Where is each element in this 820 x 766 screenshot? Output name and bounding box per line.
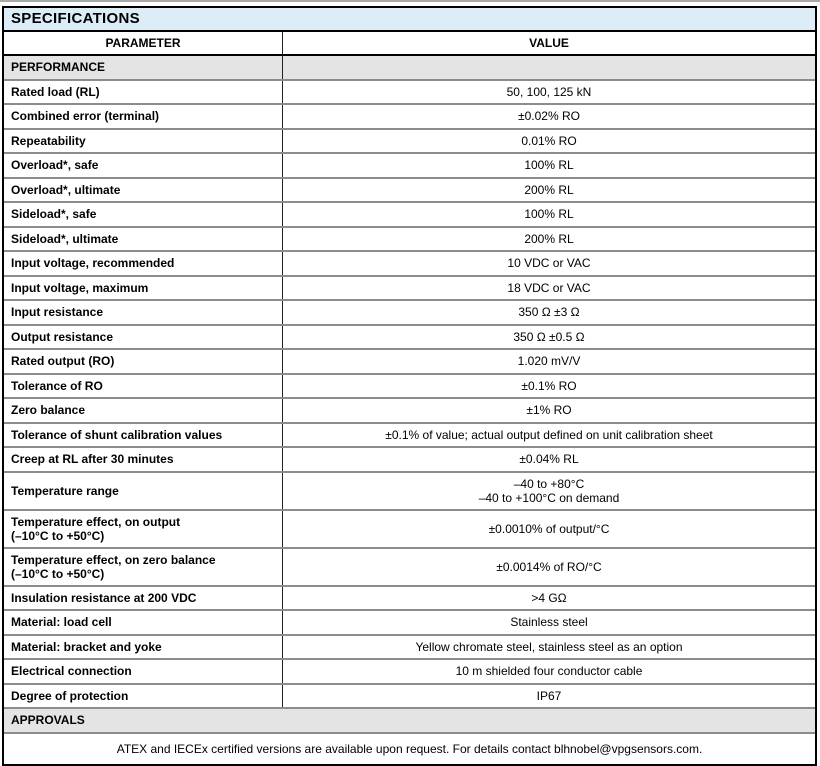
table-title-row: SPECIFICATIONS <box>4 8 815 32</box>
column-header-parameter: PARAMETER <box>105 36 181 50</box>
value-cell: –40 to +80°C –40 to +100°C on demand <box>282 472 815 509</box>
section-row-approvals: APPROVALS <box>4 709 815 734</box>
value-cell: 10 m shielded four conductor cable <box>282 660 815 683</box>
value-cell: >4 GΩ <box>282 586 815 609</box>
table-row: Creep at RL after 30 minutes ±0.04% RL <box>4 448 815 473</box>
param-cell: Combined error (terminal) <box>11 109 160 124</box>
table-title: SPECIFICATIONS <box>4 8 815 30</box>
table-row: Material: load cell Stainless steel <box>4 611 815 636</box>
table-row: Zero balance ±1% RO <box>4 399 815 424</box>
table-row: Input voltage, recommended 10 VDC or VAC <box>4 252 815 277</box>
param-cell: Repeatability <box>11 133 86 148</box>
param-cell: Input resistance <box>11 305 104 320</box>
table-row: Rated output (RO) 1.020 mV/V <box>4 350 815 375</box>
param-cell: Temperature effect, on output (–10°C to … <box>11 514 181 543</box>
approvals-note-text: ATEX and IECEx certified versions are av… <box>116 741 703 756</box>
param-cell: Insulation resistance at 200 VDC <box>11 590 197 605</box>
param-cell: Degree of protection <box>11 688 129 703</box>
param-cell: Tolerance of shunt calibration values <box>11 427 223 442</box>
table-row: Temperature effect, on zero balance (–10… <box>4 548 815 587</box>
section-label: APPROVALS <box>11 713 85 728</box>
value-cell: 50, 100, 125 kN <box>282 80 815 103</box>
column-header-row: PARAMETER VALUE <box>4 32 815 56</box>
value-cell: ±0.1% of value; actual output defined on… <box>282 423 815 446</box>
table-row: Repeatability 0.01% RO <box>4 129 815 154</box>
param-cell: Material: load cell <box>11 615 112 630</box>
table-row: Sideload*, safe 100% RL <box>4 203 815 228</box>
table-row: Material: bracket and yoke Yellow chroma… <box>4 635 815 660</box>
section-spacer-cell <box>282 56 815 79</box>
value-cell: 350 Ω ±0.5 Ω <box>282 325 815 348</box>
value-cell: ±0.04% RL <box>282 448 815 471</box>
table-row: Sideload*, ultimate 200% RL <box>4 227 815 252</box>
param-cell: Creep at RL after 30 minutes <box>11 452 174 467</box>
param-cell: Output resistance <box>11 329 114 344</box>
table-row: Rated load (RL) 50, 100, 125 kN <box>4 80 815 105</box>
value-cell: 0.01% RO <box>282 129 815 152</box>
param-cell: Overload*, ultimate <box>11 182 121 197</box>
specifications-table: SPECIFICATIONS PARAMETER VALUE PERFORMAN… <box>2 6 817 766</box>
value-cell: 200% RL <box>282 227 815 250</box>
table-row: Tolerance of RO ±0.1% RO <box>4 374 815 399</box>
top-divider-rule <box>0 0 820 2</box>
value-cell: 1.020 mV/V <box>282 350 815 373</box>
value-cell: ±0.0010% of output/°C <box>282 510 815 547</box>
value-cell: 350 Ω ±3 Ω <box>282 301 815 324</box>
param-cell: Rated output (RO) <box>11 354 115 369</box>
param-cell: Zero balance <box>11 403 86 418</box>
table-row: Overload*, ultimate 200% RL <box>4 178 815 203</box>
approvals-note-row: ATEX and IECEx certified versions are av… <box>4 734 815 764</box>
param-cell: Sideload*, ultimate <box>11 231 119 246</box>
value-cell: 10 VDC or VAC <box>282 252 815 275</box>
param-cell: Material: bracket and yoke <box>11 639 162 654</box>
table-row: Temperature effect, on output (–10°C to … <box>4 510 815 549</box>
value-cell: 100% RL <box>282 203 815 226</box>
section-row-performance: PERFORMANCE <box>4 56 815 81</box>
value-cell: Yellow chromate steel, stainless steel a… <box>282 635 815 658</box>
value-cell: ±0.02% RO <box>282 105 815 128</box>
column-header-value: VALUE <box>282 32 815 54</box>
param-cell: Overload*, safe <box>11 158 99 173</box>
table-row: Combined error (terminal) ±0.02% RO <box>4 105 815 130</box>
table-row: Input voltage, maximum 18 VDC or VAC <box>4 276 815 301</box>
table-row: Input resistance 350 Ω ±3 Ω <box>4 301 815 326</box>
param-cell: Input voltage, maximum <box>11 280 149 295</box>
param-cell: Temperature effect, on zero balance (–10… <box>11 552 216 581</box>
value-cell: ±1% RO <box>282 399 815 422</box>
table-row: Output resistance 350 Ω ±0.5 Ω <box>4 325 815 350</box>
value-cell: 18 VDC or VAC <box>282 276 815 299</box>
value-cell: IP67 <box>282 684 815 707</box>
param-cell: Temperature range <box>11 483 119 498</box>
value-cell: 100% RL <box>282 154 815 177</box>
table-row: Insulation resistance at 200 VDC >4 GΩ <box>4 586 815 611</box>
value-cell: ±0.1% RO <box>282 374 815 397</box>
section-label: PERFORMANCE <box>11 60 106 75</box>
table-row: Tolerance of shunt calibration values ±0… <box>4 423 815 448</box>
table-row: Degree of protection IP67 <box>4 684 815 709</box>
table-title-text: SPECIFICATIONS <box>11 10 140 27</box>
param-cell: Tolerance of RO <box>11 378 103 393</box>
value-cell: 200% RL <box>282 178 815 201</box>
table-row: Temperature range –40 to +80°C –40 to +1… <box>4 472 815 511</box>
value-cell: ±0.0014% of RO/°C <box>282 548 815 585</box>
param-cell: Electrical connection <box>11 664 132 679</box>
param-cell: Sideload*, safe <box>11 207 97 222</box>
param-cell: Rated load (RL) <box>11 84 100 99</box>
param-cell: Input voltage, recommended <box>11 256 175 271</box>
table-row: Electrical connection 10 m shielded four… <box>4 660 815 685</box>
table-row: Overload*, safe 100% RL <box>4 154 815 179</box>
value-cell: Stainless steel <box>282 611 815 634</box>
